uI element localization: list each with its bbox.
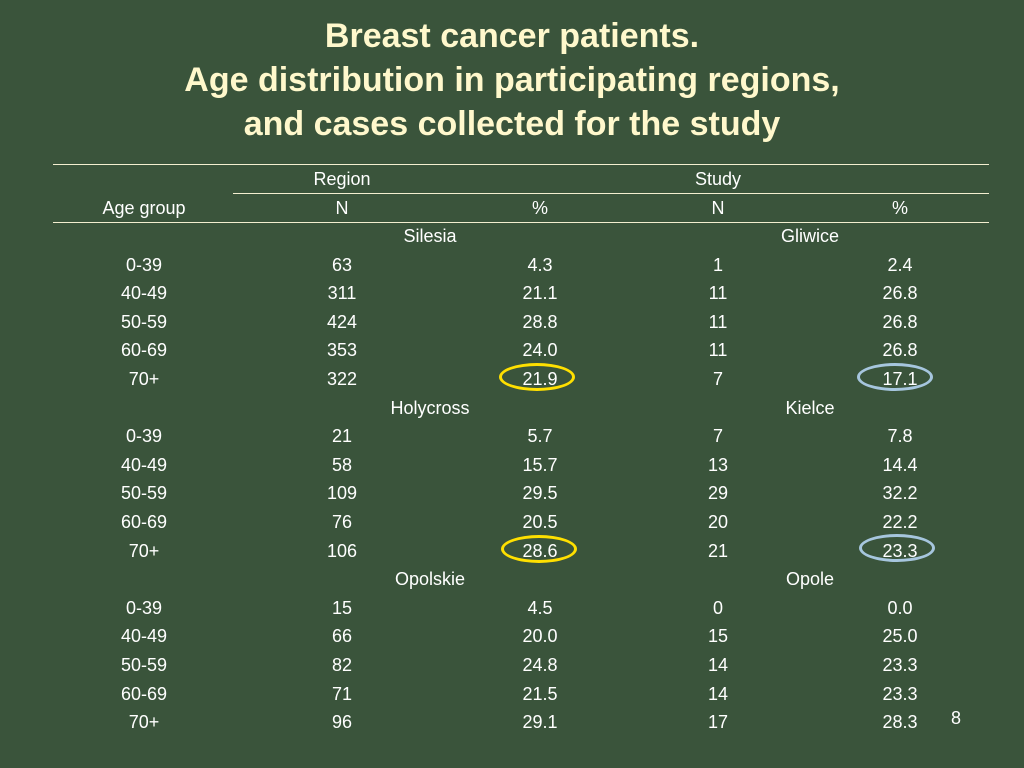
region-group-label: Silesia [403,226,457,246]
age-group-cell: 70+ [128,712,160,733]
age-group-cell: 70+ [128,369,160,389]
study-n-cell: 17 [707,712,729,733]
title-line-1: Breast cancer patients. [324,17,700,55]
age-group-cell: 40-49 [120,283,168,304]
study-n-cell: 7 [712,426,723,447]
region-pct-cell: 4.5 [527,597,553,618]
region-n-cell: 96 [331,712,353,733]
study-pct-cell: 26.8 [882,340,918,361]
highlight-oval-holycross-70 [501,535,577,563]
study-pct-cell: 22.2 [882,512,918,532]
age-group-cell: 40-49 [120,454,168,475]
age-group-cell: 60-69 [120,512,168,532]
study-header: Study [694,169,742,189]
region-pct-cell: 4.3 [527,254,553,275]
study-group-label: Kielce [785,397,835,418]
region-pct-cell: 28.8 [522,311,558,332]
region-n-cell: 424 [326,311,358,332]
study-pct-cell: 14.4 [882,454,918,475]
study-pct-cell: 0.0 [887,597,913,618]
study-n-cell: 1 [712,254,723,275]
study-n-cell: 11 [708,283,728,304]
region-n-cell: 76 [331,512,353,532]
region-pct-cell: 20.5 [522,512,558,532]
study-n-cell: 15 [707,626,729,647]
region-pct-cell: 24.0 [522,340,558,361]
study-group-label: Opole [785,569,835,590]
study-pct-cell: 7.8 [887,426,913,447]
highlight-oval-kielce-70 [859,534,935,562]
study-pct-cell: 26.8 [882,283,918,304]
page-number: 8 [950,708,961,728]
study-pct-header: % [891,198,908,218]
header-bottom-rule [53,222,989,223]
study-pct-cell: 28.3 [882,712,918,733]
study-n-cell: 14 [707,655,729,675]
region-n-cell: 58 [331,454,353,475]
study-n-cell: 11 [708,311,728,332]
region-n-cell: 15 [331,597,353,618]
age-group-cell: 60-69 [120,683,168,704]
title-line-2: Age distribution in participating region… [184,61,840,99]
age-group-cell: 0-39 [125,597,163,618]
study-pct-cell: 23.3 [882,655,918,675]
age-group-cell: 60-69 [120,340,168,361]
region-n-cell: 353 [326,340,358,361]
study-pct-cell: 32.2 [882,483,918,504]
study-n-cell: 0 [712,597,723,618]
region-group-label: Holycross [390,397,470,418]
highlight-oval-gliwice-70 [857,363,933,391]
study-n-cell: 20 [707,512,729,532]
study-pct-cell: 2.4 [887,254,913,275]
study-n-cell: 29 [707,483,729,504]
age-group-header: Age group [102,198,186,218]
study-group-label: Gliwice [780,226,839,246]
table-top-rule [53,164,989,165]
age-group-cell: 0-39 [125,426,163,447]
region-n-header: N [335,198,349,218]
study-n-cell: 11 [708,340,728,361]
age-group-cell: 70+ [128,540,160,561]
region-pct-cell: 5.7 [527,426,553,447]
region-n-cell: 106 [326,540,358,561]
region-header: Region [313,169,371,189]
age-group-cell: 50-59 [120,311,168,332]
region-n-cell: 322 [326,369,358,389]
region-pct-cell: 29.5 [522,483,558,504]
region-pct-cell: 20.0 [522,626,558,647]
age-group-cell: 40-49 [120,626,168,647]
age-group-cell: 50-59 [120,483,168,504]
age-group-cell: 50-59 [120,655,168,675]
region-n-cell: 109 [326,483,358,504]
title-line-3: and cases collected for the study [243,105,781,143]
region-n-cell: 66 [331,626,353,647]
region-pct-cell: 15.7 [522,454,558,475]
header-mid-rule [233,193,989,194]
region-pct-header: % [531,198,548,218]
region-pct-cell: 29.1 [522,712,558,733]
study-n-cell: 13 [707,454,729,475]
region-group-label: Opolskie [394,569,466,590]
age-group-cell: 0-39 [125,254,163,275]
region-n-cell: 21 [331,426,353,447]
region-n-cell: 82 [331,655,353,675]
region-n-cell: 71 [331,683,353,704]
study-pct-cell: 25.0 [882,626,918,647]
study-pct-cell: 26.8 [882,311,918,332]
highlight-oval-silesia-70 [499,363,575,391]
study-pct-cell: 23.3 [882,683,918,704]
study-n-cell: 21 [707,540,729,561]
study-n-cell: 14 [707,683,729,704]
study-n-cell: 7 [712,369,723,389]
study-n-header: N [711,198,725,218]
region-pct-cell: 24.8 [522,655,558,675]
region-n-cell: 311 [327,283,357,304]
region-pct-cell: 21.5 [522,683,558,704]
region-n-cell: 63 [331,254,353,275]
region-pct-cell: 21.1 [522,283,558,304]
slide-title: Breast cancer patients. Age distribution… [0,14,1024,146]
